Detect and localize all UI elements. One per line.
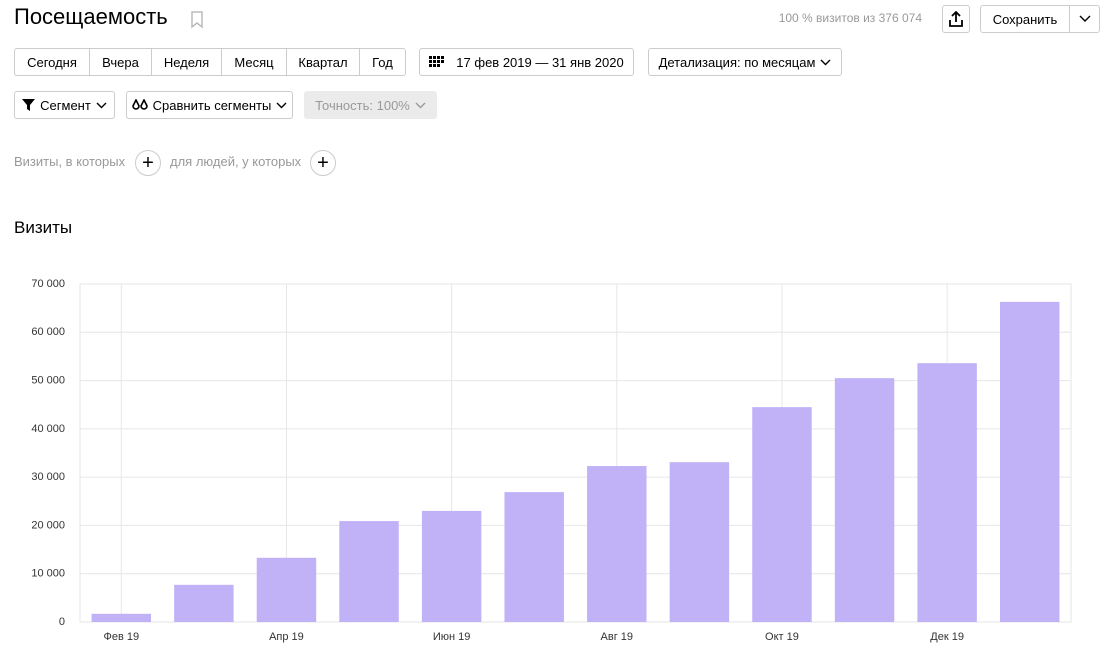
detail-label: Детализация: по месяцам xyxy=(658,54,816,70)
bookmark-icon[interactable] xyxy=(191,11,203,29)
compare-button[interactable]: Сравнить сегменты xyxy=(126,91,293,119)
period-button[interactable]: Квартал xyxy=(286,48,359,76)
bar xyxy=(917,363,977,622)
filter-visits-label: Визиты, в которых xyxy=(14,154,126,169)
x-tick-label: Дек 19 xyxy=(930,631,964,643)
share-button[interactable] xyxy=(942,5,970,33)
period-button[interactable]: Месяц xyxy=(221,48,286,76)
date-range-button[interactable]: 17 фев 2019 — 31 янв 2020 xyxy=(419,48,634,76)
period-button[interactable]: Вчера xyxy=(89,48,151,76)
period-button[interactable]: Год xyxy=(359,48,406,76)
y-tick-label: 60 000 xyxy=(31,326,65,338)
x-tick-label: Окт 19 xyxy=(765,631,799,643)
bar xyxy=(256,557,317,622)
sample-info: 100 % визитов из 376 074 xyxy=(778,11,922,25)
page-title: Посещаемость xyxy=(14,4,168,29)
add-people-filter[interactable]: + xyxy=(310,150,336,176)
date-range: 17 фев 2019 — 31 янв 2020 xyxy=(456,54,624,70)
y-tick-label: 30 000 xyxy=(31,471,65,483)
compare-label: Сравнить сегменты xyxy=(152,97,272,113)
bar xyxy=(999,301,1060,622)
x-tick-label: Апр 19 xyxy=(269,631,304,643)
bar xyxy=(587,466,647,622)
save-menu[interactable] xyxy=(1069,5,1100,33)
bar xyxy=(421,510,482,622)
calendar-icon xyxy=(429,56,445,67)
segment-label: Сегмент xyxy=(40,97,91,113)
bar xyxy=(752,407,812,622)
x-tick-label: Июн 19 xyxy=(433,631,471,643)
y-tick-label: 50 000 xyxy=(31,374,65,386)
segment-button[interactable]: Сегмент xyxy=(14,91,115,119)
bar xyxy=(91,613,152,622)
period-button[interactable]: Неделя xyxy=(151,48,221,76)
bar xyxy=(834,378,895,622)
y-tick-label: 70 000 xyxy=(31,278,65,290)
chart-title: Визиты xyxy=(14,218,73,237)
filter-people-label: для людей, у которых xyxy=(170,154,302,169)
y-tick-label: 20 000 xyxy=(31,519,65,531)
bar xyxy=(339,521,399,622)
x-tick-label: Фев 19 xyxy=(103,631,139,643)
y-tick-label: 10 000 xyxy=(31,568,65,580)
bar xyxy=(669,462,730,622)
x-tick-label: Авг 19 xyxy=(601,631,633,643)
bar xyxy=(504,492,564,622)
y-tick-label: 0 xyxy=(59,616,65,628)
bar xyxy=(174,584,234,622)
detail-button[interactable]: Детализация: по месяцам xyxy=(648,48,842,76)
y-tick-label: 40 000 xyxy=(31,423,65,435)
accuracy-button[interactable]: Точность: 100% xyxy=(304,91,437,119)
add-visit-filter[interactable]: + xyxy=(135,150,161,176)
accuracy-label: Точность: 100% xyxy=(315,97,410,113)
period-button[interactable]: Сегодня xyxy=(14,48,89,76)
